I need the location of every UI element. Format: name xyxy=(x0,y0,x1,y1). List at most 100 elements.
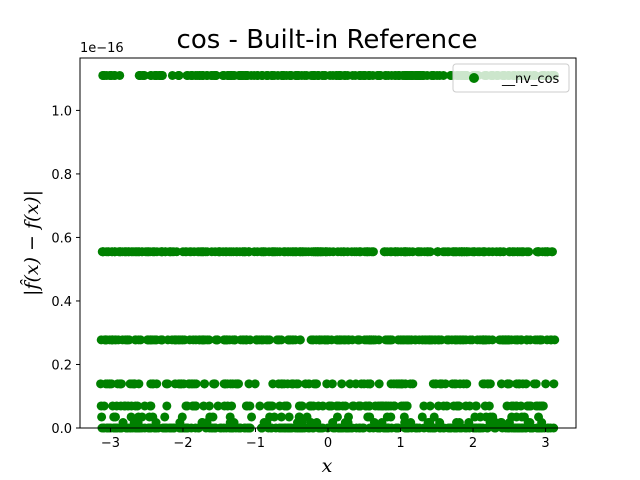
data-point xyxy=(337,379,347,389)
data-point xyxy=(296,401,306,411)
data-point xyxy=(382,412,392,422)
data-point xyxy=(129,247,139,257)
data-point xyxy=(413,247,423,257)
x-tick-label: 2 xyxy=(469,436,477,451)
data-point xyxy=(308,70,318,80)
x-tick-label: 3 xyxy=(541,436,549,451)
data-point xyxy=(538,401,548,411)
data-point xyxy=(354,335,364,345)
x-tick-label: −3 xyxy=(101,436,120,451)
data-point xyxy=(177,335,187,345)
y-tick-label: 1.0 xyxy=(51,104,72,119)
data-point xyxy=(450,335,460,345)
data-point xyxy=(495,247,505,257)
legend-marker xyxy=(469,73,479,83)
data-point xyxy=(107,70,117,80)
data-point xyxy=(287,379,297,389)
data-point xyxy=(213,401,223,411)
data-point xyxy=(531,379,541,389)
data-point xyxy=(197,335,207,345)
data-point xyxy=(301,379,310,389)
data-point xyxy=(151,70,161,80)
data-point xyxy=(437,379,447,389)
data-point xyxy=(358,70,368,80)
data-point xyxy=(308,335,318,345)
x-tick-label: 0 xyxy=(324,436,332,451)
data-point xyxy=(242,70,252,80)
legend: __nv_cos xyxy=(452,63,570,93)
y-tick-label: 0.8 xyxy=(51,168,72,183)
data-point xyxy=(102,335,112,345)
data-point xyxy=(211,335,221,345)
data-point xyxy=(148,379,158,389)
data-point xyxy=(211,70,221,80)
data-point xyxy=(338,247,348,257)
data-point xyxy=(507,401,517,411)
data-point xyxy=(375,401,385,411)
data-point xyxy=(276,412,286,422)
data-point xyxy=(276,335,286,345)
data-point xyxy=(442,335,452,345)
data-point xyxy=(368,247,378,257)
data-point xyxy=(382,247,392,257)
data-point xyxy=(549,379,559,389)
data-point xyxy=(189,247,199,257)
data-point xyxy=(514,379,524,389)
data-point xyxy=(407,70,417,80)
data-point xyxy=(439,401,449,411)
data-point xyxy=(517,412,527,422)
x-tick-label: −2 xyxy=(173,436,192,451)
data-point xyxy=(374,379,384,389)
x-axis-label: x xyxy=(322,455,333,477)
data-point xyxy=(399,247,409,257)
data-point xyxy=(232,379,242,389)
data-point xyxy=(167,247,177,257)
y-axis-ticks: 0.0 0.2 0.4 0.6 0.8 1.0 xyxy=(51,104,80,437)
data-point xyxy=(526,401,536,411)
data-point xyxy=(173,70,183,80)
data-point xyxy=(306,401,316,411)
data-point xyxy=(471,401,481,411)
data-point xyxy=(220,379,230,389)
data-point xyxy=(434,335,444,345)
data-point xyxy=(213,247,223,257)
data-point xyxy=(263,401,273,411)
data-point xyxy=(102,379,112,389)
data-point xyxy=(408,379,418,389)
x-tick-label: −1 xyxy=(246,436,265,451)
data-point xyxy=(392,379,402,389)
data-point xyxy=(151,335,161,345)
data-point xyxy=(179,379,189,389)
data-point xyxy=(328,247,338,257)
data-point xyxy=(114,247,124,257)
data-point xyxy=(130,335,140,345)
data-point xyxy=(389,401,399,411)
data-point xyxy=(483,379,493,389)
data-point xyxy=(541,379,551,389)
legend-box xyxy=(452,63,570,93)
data-point xyxy=(255,401,265,411)
data-point xyxy=(449,401,459,411)
data-point xyxy=(462,379,472,389)
data-point xyxy=(510,247,520,257)
x-tick-label: 1 xyxy=(396,436,404,451)
data-point xyxy=(451,379,461,389)
data-point xyxy=(244,379,254,389)
data-point xyxy=(459,335,469,345)
data-point xyxy=(188,401,198,411)
data-point xyxy=(457,247,467,257)
data-point xyxy=(433,247,443,257)
chart-title: cos - Built-in Reference xyxy=(177,25,478,55)
data-point xyxy=(227,70,237,80)
x-axis-ticks: −3 −2 −1 0 1 2 3 xyxy=(101,428,550,451)
data-point xyxy=(320,70,330,80)
data-point xyxy=(157,247,167,257)
data-point xyxy=(199,401,209,411)
data-point xyxy=(259,247,269,257)
data-point xyxy=(394,70,404,80)
data-point xyxy=(332,335,342,345)
data-point xyxy=(416,70,426,80)
y-tick-label: 0.0 xyxy=(51,422,72,437)
data-point xyxy=(108,401,118,411)
data-point xyxy=(513,335,523,345)
